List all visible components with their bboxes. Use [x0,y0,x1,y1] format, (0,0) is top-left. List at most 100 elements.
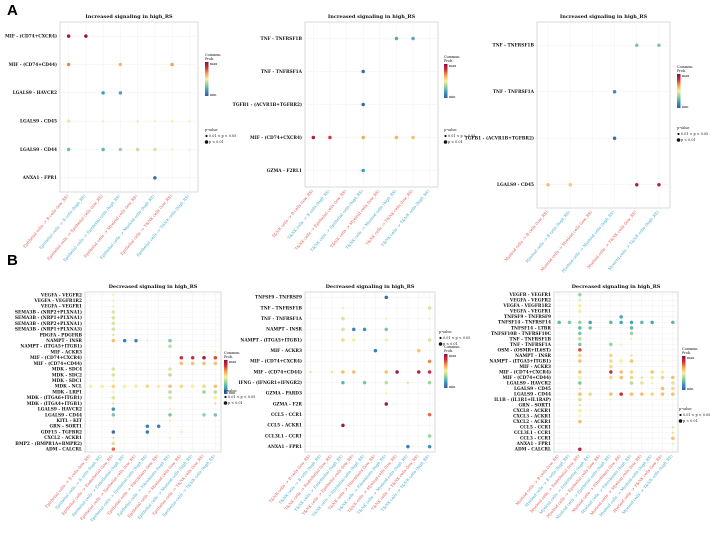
y-tick-label: MIF - ACKR3 [519,365,551,370]
data-point [635,43,639,47]
data-point [202,384,206,389]
data-point [385,317,388,320]
data-point [118,62,123,67]
y-tick-label: TNFSF10B - TNFRSF10C [491,332,552,337]
data-point [111,338,116,343]
data-point [168,367,172,371]
data-point [341,370,345,374]
y-tick-label: KITL - KIT [56,419,82,424]
data-point [188,148,191,151]
data-point [202,390,206,394]
y-tick-label: TNFSF9 - TNFRSF9 [255,296,302,301]
data-point [619,320,623,325]
data-point [427,359,432,364]
legend-title: Prob. [677,69,686,73]
data-point [202,413,206,417]
data-point [427,412,432,417]
y-tick-label: LGALS9 - CD44 [20,148,57,153]
pvalue-title: p-value [444,128,457,132]
y-tick-label: TNF - TNFRSF1A [493,90,535,95]
data-point [202,350,206,354]
data-point [578,293,582,297]
data-point [330,370,334,374]
data-point [341,306,345,310]
y-tick-label: MIF - (CD74+CD44) [8,63,57,68]
y-tick-label: VEGFA - VEGFR1 [509,310,551,315]
color-legend: Commun.Prob.max min [444,55,461,99]
data-point [112,333,115,336]
panel-title: Increased signaling in high_RS [560,14,648,20]
data-point [156,424,161,429]
data-point [671,436,675,440]
data-point [66,34,71,38]
panel-b3: Decreased signaling in high_RS VEGFB - VE… [489,284,710,520]
data-point [578,392,582,396]
data-point [640,381,644,385]
pvalue-small-dot [224,395,227,399]
data-point [578,299,581,302]
color-scale-bar [677,74,681,108]
data-point [190,384,195,389]
data-point [546,183,550,187]
y-tick-label: CXCL2 - ACKR1 [44,436,82,441]
data-point [417,370,421,374]
data-point [578,353,582,358]
data-point [112,402,115,405]
pvalue-small-dot [679,413,682,417]
data-point [153,176,157,180]
y-tick-label: VEGFA - VEGFR1R2 [33,299,82,304]
data-point [111,315,116,320]
data-point [578,397,582,402]
y-tick-label: ANXA1 - FPR1 [267,445,302,450]
color-legend: Commun.Prob.max min [682,347,699,391]
color-scale-bar [444,64,448,98]
data-point [588,326,592,330]
y-tick-label: CXCL2 - ACKR1 [513,420,551,425]
data-point [427,306,432,310]
y-tick-label: MDK - SDC4 [52,368,82,373]
y-tick-label: GZMA - PARD3 [266,392,302,397]
data-point [168,408,172,411]
data-point [629,359,634,363]
x-tick-label: Myeloid cells -> B cells (low_RS) [503,209,549,262]
pvalue-large-label: p < 0.01 [443,342,458,346]
y-tick-label: MDK - (ITGA6+ITGB1) [27,396,82,401]
data-point [135,147,140,152]
y-tick-label: TNF - TNFRSF1B [261,37,303,42]
y-tick-label: MIF - (CD74+CXCR4) [250,136,302,141]
panel-a2: Increased signaling in high_RS TNF - TNFR… [233,14,476,252]
panel-title: Increased signaling in high_RS [85,14,173,20]
data-point [145,424,150,429]
y-tick-label: LGALS9 - HAVCR2 [13,91,57,96]
y-tick-label: MIF - (CD74+CD44) [502,376,551,381]
data-point [213,413,218,417]
data-point [578,419,582,424]
data-point [630,354,633,357]
data-point [328,135,332,140]
y-tick-label: MIF - (CD74+CXCR4) [5,35,57,40]
data-point [341,380,345,385]
data-point [188,120,191,123]
y-tick-label: TNF - TNFRSF1B [261,306,303,311]
data-point [578,375,582,380]
y-tick-label: NAMPT - (ITGA5+ITGB1) [20,345,82,350]
panel-a3: Increased signaling in high_RS TNF - TNFR… [465,14,709,274]
pvalue-large-dot [223,401,228,405]
data-point [168,395,172,400]
data-point [650,370,654,374]
data-point [578,309,582,314]
data-point [578,331,582,336]
pvalue-title: p-value [679,407,692,411]
y-tick-label: SEMA3B - (NRP2+PLXNA1) [15,310,82,315]
data-point [650,392,654,396]
data-point [635,183,639,187]
data-point [661,359,664,363]
y-tick-label: TNF - TNFRSF1A [261,317,303,322]
data-point [112,379,115,382]
pvalue-small-dot [677,132,680,136]
data-point [629,381,634,385]
data-point [170,62,174,67]
data-point [202,361,206,366]
data-point [406,381,410,384]
data-point [171,148,174,151]
